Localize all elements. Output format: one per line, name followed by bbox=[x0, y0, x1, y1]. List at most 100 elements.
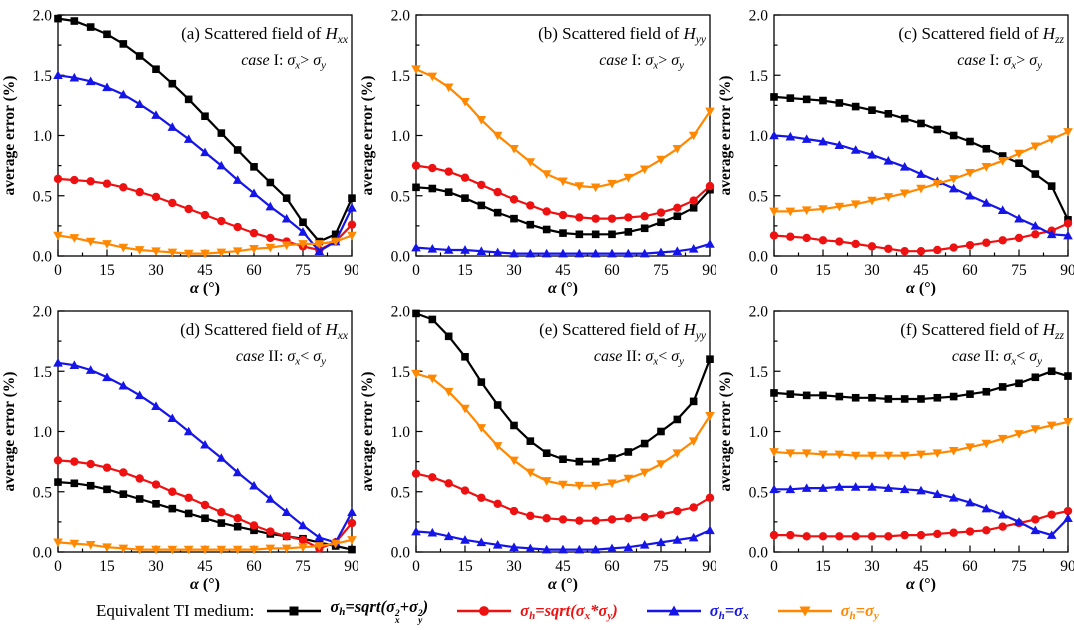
x-axis-label: α (°) bbox=[906, 280, 936, 296]
legend-marker-triangle-down-icon bbox=[777, 606, 832, 617]
x-tick-label: 75 bbox=[1011, 558, 1027, 575]
x-tick-label: 45 bbox=[555, 262, 571, 279]
series-sqrt_sum-markers bbox=[770, 367, 1072, 403]
series-sigma_x-markers bbox=[53, 358, 357, 547]
series-sigma_x-markers bbox=[769, 130, 1073, 240]
y-tick-label: 1.0 bbox=[391, 424, 411, 441]
x-axis-label: α (°) bbox=[190, 576, 220, 592]
x-axis-label: α (°) bbox=[190, 280, 220, 296]
series-sqrt_prod-markers bbox=[769, 219, 1073, 256]
x-tick-label: 45 bbox=[913, 558, 929, 575]
series-sqrt_sum-line bbox=[773, 95, 1069, 221]
x-tick-label: 75 bbox=[1011, 262, 1027, 279]
y-tick-label: 1.5 bbox=[391, 364, 411, 381]
x-tick-label: 60 bbox=[962, 262, 978, 279]
x-tick-label: 45 bbox=[555, 558, 571, 575]
series-sqrt_sum-markers bbox=[770, 93, 1072, 224]
y-tick-label: 0.5 bbox=[33, 484, 53, 501]
y-axis-label: average error (%) bbox=[1, 372, 18, 492]
panel-title: (e) Scattered field of Hyy bbox=[539, 320, 707, 342]
x-tick-label: 30 bbox=[506, 558, 522, 575]
chart-panel-f: 0.0 0.5 1.0 1.5 2.0 0 15 30 45 60 75 90 (f) Scattere… bbox=[716, 296, 1074, 594]
x-tick-label: 30 bbox=[148, 558, 164, 575]
y-axis-label: average error (%) bbox=[359, 372, 376, 492]
x-tick-label: 0 bbox=[54, 558, 62, 575]
panel-case-label: case I: σx> σy bbox=[599, 52, 684, 72]
y-tick-label: 0.0 bbox=[749, 545, 769, 562]
y-tick-label: 0.0 bbox=[33, 545, 53, 562]
y-axis-label: average error (%) bbox=[1, 76, 18, 196]
chart-panel-b: 0.0 0.5 1.0 1.5 2.0 0 15 30 45 60 75 90 (b) Scattere… bbox=[358, 0, 718, 298]
x-tick-label: 30 bbox=[148, 262, 164, 279]
y-tick-label: 2.0 bbox=[391, 8, 411, 25]
chart-grid: 0.0 0.5 1.0 1.5 2.0 0 15 30 45 60 75 90 (a) Scattere… bbox=[0, 0, 1074, 594]
x-tick-label: 90 bbox=[1060, 262, 1074, 279]
chart-svg-e: 0.0 0.5 1.0 1.5 2.0 0 15 30 45 60 75 90 (e) Scattere… bbox=[359, 304, 718, 594]
y-tick-label: 0.5 bbox=[749, 484, 769, 501]
x-tick-label: 75 bbox=[653, 262, 669, 279]
axis-ticks bbox=[773, 310, 1069, 553]
x-tick-label: 60 bbox=[604, 558, 620, 575]
x-tick-label: 30 bbox=[506, 262, 522, 279]
axis-ticks bbox=[773, 14, 1069, 257]
x-tick-label: 90 bbox=[344, 262, 358, 279]
y-tick-label: 2.0 bbox=[749, 304, 769, 321]
x-tick-label: 15 bbox=[815, 558, 831, 575]
x-tick-label: 75 bbox=[653, 558, 669, 575]
chart-panel-d: 0.0 0.5 1.0 1.5 2.0 0 15 30 45 60 75 90 (d) Scattere… bbox=[0, 296, 360, 594]
x-tick-label: 0 bbox=[770, 558, 778, 575]
legend-item-sqrt_prod: σh=sqrt(σx*σy) bbox=[456, 601, 618, 622]
series-sigma_y-markers bbox=[411, 65, 715, 193]
x-tick-label: 45 bbox=[197, 558, 213, 575]
x-tick-label: 45 bbox=[197, 262, 213, 279]
panel-case-label: case II: σx< σy bbox=[236, 348, 326, 368]
y-tick-label: 2.0 bbox=[391, 304, 411, 321]
x-tick-label: 15 bbox=[99, 558, 115, 575]
y-tick-label: 2.0 bbox=[33, 8, 53, 25]
series-sigma_x-markers bbox=[53, 70, 357, 255]
legend-label-sqrt_prod: σh=sqrt(σx*σy) bbox=[520, 600, 618, 622]
x-tick-label: 90 bbox=[702, 262, 716, 279]
panel-case-label: case II: σx< σy bbox=[594, 348, 684, 368]
x-tick-label: 60 bbox=[604, 262, 620, 279]
x-tick-label: 15 bbox=[815, 262, 831, 279]
chart-svg-c: 0.0 0.5 1.0 1.5 2.0 0 15 30 45 60 75 90 (c) Scattere… bbox=[717, 8, 1074, 298]
x-tick-label: 15 bbox=[457, 262, 473, 279]
panel-title: (d) Scattered field of Hxx bbox=[180, 320, 349, 342]
x-axis-label: α (°) bbox=[548, 280, 578, 296]
y-axis-label: average error (%) bbox=[717, 76, 734, 196]
series-sqrt_prod-markers bbox=[53, 456, 357, 553]
axis-ticks bbox=[57, 14, 353, 257]
series-sigma_y-markers bbox=[53, 536, 357, 555]
series-sigma_y-markers bbox=[53, 231, 357, 259]
x-tick-label: 90 bbox=[1060, 558, 1074, 575]
legend-marker-circle-icon bbox=[457, 606, 512, 616]
y-axis-label: average error (%) bbox=[359, 76, 376, 196]
x-tick-label: 60 bbox=[246, 262, 262, 279]
series-sigma_y-markers bbox=[769, 418, 1073, 461]
y-tick-label: 0.5 bbox=[391, 188, 411, 205]
x-tick-label: 60 bbox=[246, 558, 262, 575]
series-sigma_y-line bbox=[773, 420, 1069, 457]
y-tick-label: 1.0 bbox=[33, 128, 53, 145]
series-sqrt_sum-markers bbox=[412, 183, 714, 239]
y-axis-label: average error (%) bbox=[717, 372, 734, 492]
series-sigma_y-markers bbox=[769, 128, 1073, 217]
series-sqrt_prod-markers bbox=[411, 469, 715, 525]
legend-marker-triangle-up-icon bbox=[646, 605, 701, 616]
legend: Equivalent TI medium: σh=sqrt(σ 2 x +σ 2 y) σh… bbox=[0, 592, 1074, 630]
series-sigma_x-markers bbox=[411, 239, 715, 258]
legend-title: Equivalent TI medium: bbox=[96, 601, 255, 620]
chart-panel-a: 0.0 0.5 1.0 1.5 2.0 0 15 30 45 60 75 90 (a) Scattere… bbox=[0, 0, 360, 298]
legend-item-sqrt_sum: σh=sqrt(σ 2 x +σ 2 y) bbox=[266, 597, 428, 626]
y-tick-label: 0.0 bbox=[33, 249, 53, 266]
x-axis-label: α (°) bbox=[548, 576, 578, 592]
series-sigma_y-line bbox=[415, 68, 711, 189]
x-tick-label: 15 bbox=[457, 558, 473, 575]
legend-item-sigma_y: σh=σy bbox=[777, 601, 879, 622]
chart-svg-d: 0.0 0.5 1.0 1.5 2.0 0 15 30 45 60 75 90 (d) Scattere… bbox=[1, 304, 360, 594]
x-tick-label: 0 bbox=[54, 262, 62, 279]
series-sigma_x-markers bbox=[411, 525, 715, 554]
y-tick-label: 0.5 bbox=[33, 188, 53, 205]
